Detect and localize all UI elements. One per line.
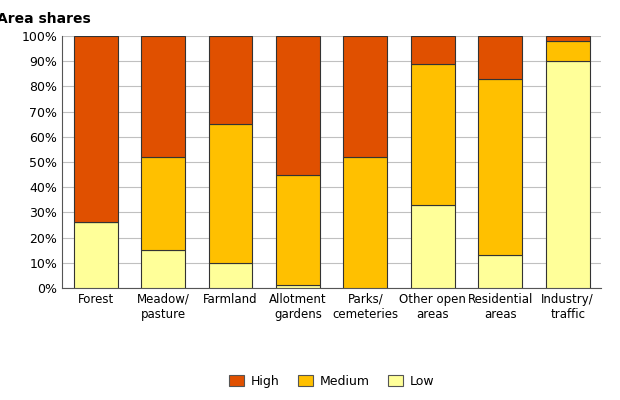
Bar — [141, 157, 185, 250]
Bar — [276, 174, 320, 286]
Bar — [479, 79, 522, 255]
Bar — [209, 263, 252, 288]
Bar — [276, 286, 320, 288]
Bar — [546, 36, 590, 41]
Bar — [343, 157, 388, 288]
Bar — [209, 36, 252, 124]
Bar — [411, 64, 454, 205]
Bar — [141, 36, 185, 157]
Bar — [343, 36, 388, 157]
Text: Area shares: Area shares — [0, 12, 91, 26]
Bar — [411, 205, 454, 288]
Bar — [276, 36, 320, 174]
Bar — [546, 61, 590, 288]
Bar — [479, 255, 522, 288]
Bar — [479, 36, 522, 79]
Bar — [141, 250, 185, 288]
Legend: High, Medium, Low: High, Medium, Low — [224, 370, 439, 393]
Bar — [74, 36, 118, 222]
Bar — [411, 36, 454, 64]
Bar — [209, 124, 252, 263]
Bar — [546, 41, 590, 61]
Bar — [74, 222, 118, 288]
